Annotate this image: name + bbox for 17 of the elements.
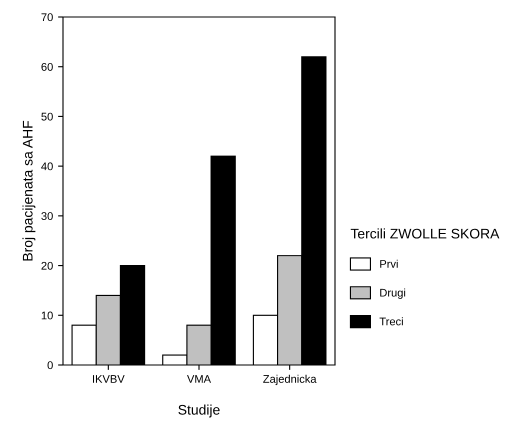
legend-label: Drugi	[380, 288, 406, 299]
y-tick-label: 40	[41, 162, 53, 170]
x-tick-label: Zajednicka	[263, 374, 317, 386]
y-tick-label: 30	[41, 212, 53, 220]
x-axis-title: Studije	[178, 404, 220, 418]
y-tick-label: 50	[41, 112, 53, 121]
y-tick-label: 0	[48, 361, 53, 370]
legend-label: Treci	[380, 317, 403, 326]
legend-title: Tercili ZWOLLE SKORA	[350, 228, 500, 239]
x-tick-label: IKVBV	[92, 375, 125, 383]
legend-label: Prvi	[380, 260, 398, 268]
y-tick-label: 20	[41, 262, 53, 270]
y-tick-label: 70	[41, 13, 53, 22]
y-tick-label: 10	[42, 312, 53, 320]
x-tick-label: VMA	[187, 375, 212, 383]
y-tick-label: 60	[41, 62, 53, 71]
y-axis-title: Broj pacijenata sa AHF	[22, 120, 36, 260]
